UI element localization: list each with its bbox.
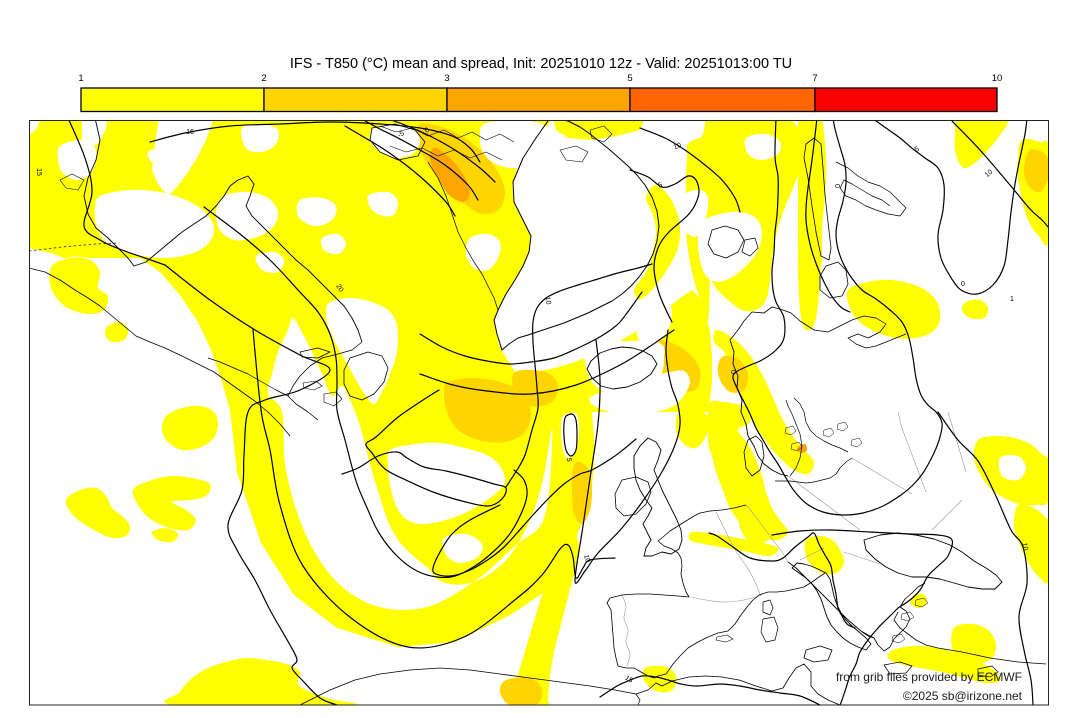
svg-text:20: 20 [334,283,344,293]
svg-text:0: 0 [961,281,965,288]
svg-text:1: 1 [78,73,83,84]
svg-text:15: 15 [624,675,634,685]
svg-text:5: 5 [657,182,664,190]
svg-text:-5: -5 [397,130,406,139]
svg-text:0: 0 [424,127,431,135]
svg-text:10: 10 [673,142,683,151]
svg-text:1: 1 [1010,296,1014,303]
svg-text:2: 2 [261,73,266,84]
svg-text:10: 10 [1020,542,1028,551]
svg-text:15: 15 [35,168,42,176]
svg-text:0: 0 [833,184,840,188]
svg-text:7: 7 [812,73,817,84]
svg-text:3: 3 [444,73,449,84]
svg-text:from grib files provided by EC: from grib files provided by ECMWF [836,670,1022,684]
svg-text:16: 16 [186,129,194,136]
svg-text:10: 10 [543,296,551,305]
svg-text:5: 5 [565,458,572,463]
svg-text:5: 5 [627,73,632,84]
svg-text:10: 10 [582,554,591,563]
svg-text:10: 10 [984,169,995,179]
svg-text:10: 10 [992,73,1003,84]
svg-text:5: 5 [914,146,921,154]
svg-text:IFS - T850 (°C) mean and sprea: IFS - T850 (°C) mean and spread, Init: 2… [290,56,792,72]
svg-text:0: 0 [729,370,736,374]
svg-text:©2025 sb@irizone.net: ©2025 sb@irizone.net [903,689,1023,703]
